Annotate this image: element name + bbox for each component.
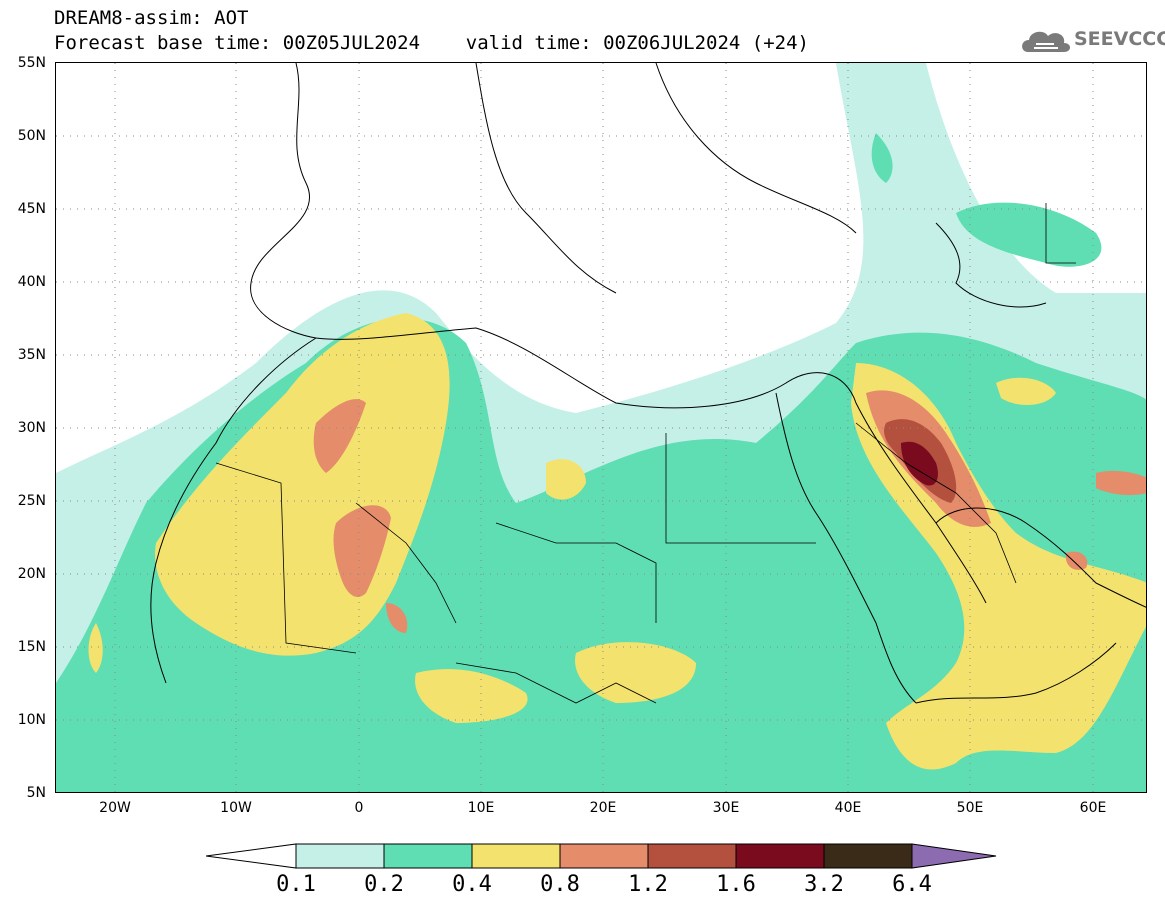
colorbar-swatch <box>647 843 737 869</box>
lon-label: 30E <box>712 800 740 816</box>
colorbar-swatch <box>471 843 561 869</box>
aot-contour-1.6 <box>901 441 938 486</box>
lat-label: 25N <box>17 493 46 509</box>
colorbar-swatch <box>383 843 473 869</box>
colorbar-swatch <box>735 843 825 869</box>
lat-label: 40N <box>17 274 46 290</box>
colorbar-swatch <box>295 843 385 869</box>
lon-label: 50E <box>956 800 984 816</box>
lat-label: 30N <box>17 420 46 436</box>
aot-contour-0.4 <box>88 313 1146 770</box>
lon-label: 10E <box>467 800 495 816</box>
colorbar-label: 1.6 <box>716 872 756 897</box>
colorbar-swatch <box>559 843 649 869</box>
lat-label: 5N <box>26 785 46 801</box>
colorbar-label: 0.4 <box>452 872 492 897</box>
borders <box>215 203 1076 704</box>
seevccc-logo: SEEVCCC <box>1018 22 1165 58</box>
lon-label: 40E <box>834 800 862 816</box>
colorbar-label: 0.1 <box>276 872 316 897</box>
colorbar-label: 3.2 <box>804 872 844 897</box>
forecast-time-line: Forecast base time: 00Z05JUL2024 valid t… <box>54 32 809 54</box>
lon-label: 20E <box>589 800 617 816</box>
lat-label: 35N <box>17 347 46 363</box>
lon-label: 20W <box>99 800 131 816</box>
colorbar-over-arrow <box>911 843 997 869</box>
colorbar-label: 6.4 <box>892 872 932 897</box>
lon-label: 10W <box>220 800 252 816</box>
colorbar-label: 0.2 <box>364 872 404 897</box>
lat-label: 15N <box>17 639 46 655</box>
colorbar-label: 1.2 <box>628 872 668 897</box>
lon-label: 0 <box>354 800 364 816</box>
coastlines <box>150 63 1146 704</box>
colorbar-label: 0.8 <box>540 872 580 897</box>
lat-label: 20N <box>17 566 46 582</box>
logo-text: SEEVCCC <box>1074 28 1165 50</box>
lat-label: 50N <box>17 128 46 144</box>
cloud-icon <box>1022 31 1070 52</box>
chart-title: DREAM8-assim: AOT <box>54 7 249 29</box>
graticule <box>56 63 1146 792</box>
colorbar-under-arrow <box>206 843 297 869</box>
lat-label: 10N <box>17 712 46 728</box>
lon-label: 60E <box>1079 800 1107 816</box>
lat-label: 45N <box>17 201 46 217</box>
aot-map-canvas <box>56 63 1146 792</box>
colorbar <box>206 843 997 869</box>
aot-map <box>55 62 1147 793</box>
colorbar-swatch <box>823 843 913 869</box>
lat-label: 55N <box>17 55 46 71</box>
